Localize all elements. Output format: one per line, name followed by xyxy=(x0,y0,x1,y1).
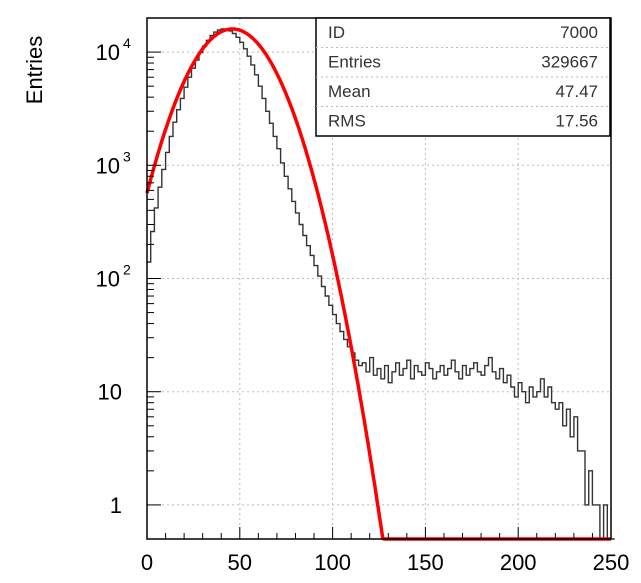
x-tick-label: 50 xyxy=(228,550,252,575)
x-tick-label: 0 xyxy=(141,550,153,575)
y-tick-label: 10 4 xyxy=(96,35,131,65)
stats-row-value: 47.47 xyxy=(555,82,598,101)
x-tick-label: 100 xyxy=(314,550,351,575)
y-tick-base: 10 xyxy=(96,40,120,65)
stats-row-key: RMS xyxy=(328,112,366,131)
x-tick-label: 150 xyxy=(407,550,444,575)
stats-row-value: 7000 xyxy=(560,23,598,42)
y-axis-title: Entries xyxy=(22,36,47,104)
stats-row-key: Mean xyxy=(328,82,371,101)
y-tick-label: 10 xyxy=(98,380,122,405)
y-tick-label: 10 3 xyxy=(96,148,131,178)
y-tick-base: 10 xyxy=(96,153,120,178)
x-tick-label: 250 xyxy=(593,550,630,575)
y-tick-base: 1 xyxy=(110,493,122,518)
y-tick-base: 10 xyxy=(98,380,122,405)
y-tick-label: 1 xyxy=(110,493,122,518)
stats-box: ID 7000 Entries 329667 Mean 47.47 RMS 17.56 xyxy=(315,17,611,137)
stats-row-value: 17.56 xyxy=(555,112,598,131)
stats-row-key: Entries xyxy=(328,53,381,72)
x-axis-ticks: 0 50 100 150 200 250 xyxy=(141,527,629,575)
y-tick-exponent: 3 xyxy=(123,148,131,164)
y-tick-exponent: 4 xyxy=(123,35,131,51)
x-tick-label: 200 xyxy=(500,550,537,575)
y-tick-label: 10 2 xyxy=(96,262,131,292)
stats-row-value: 329667 xyxy=(541,53,598,72)
y-tick-base: 10 xyxy=(96,267,120,292)
y-tick-exponent: 2 xyxy=(123,262,131,278)
stats-row-key: ID xyxy=(328,23,345,42)
